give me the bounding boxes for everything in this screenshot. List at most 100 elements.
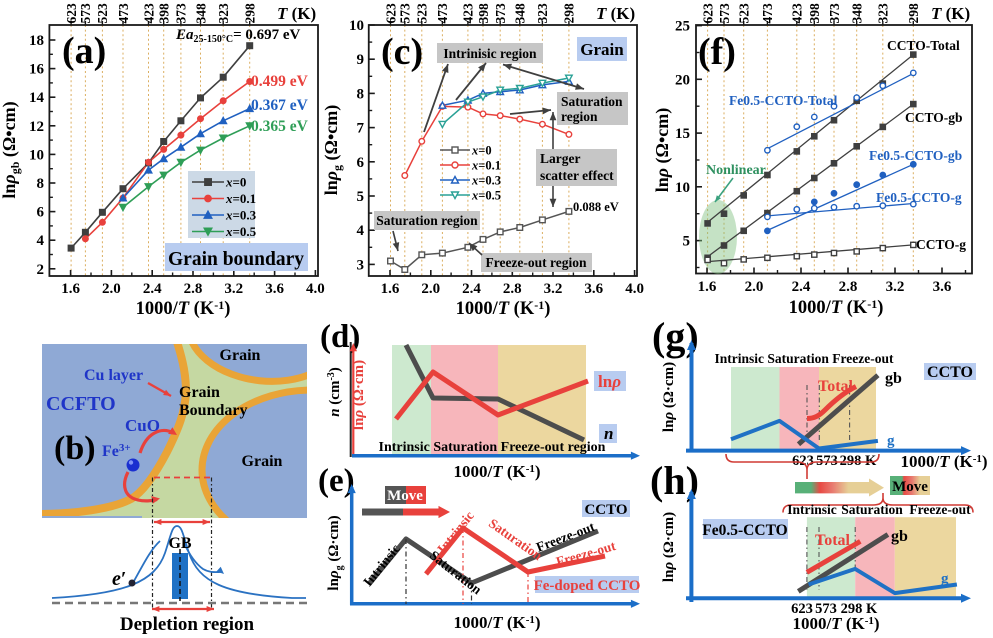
svg-text:Fe0.5-CCTO-g: Fe0.5-CCTO-g	[876, 190, 962, 205]
svg-text:423: 423	[461, 3, 476, 24]
svg-text:Grain: Grain	[242, 453, 283, 470]
svg-text:473: 473	[116, 3, 131, 24]
svg-text:CCTO: CCTO	[927, 364, 973, 381]
svg-text:1000/T (K-1): 1000/T (K-1)	[453, 462, 540, 481]
svg-text:region: region	[561, 109, 598, 124]
svg-text:4.0: 4.0	[625, 281, 644, 297]
svg-text:Fe-doped CCTO: Fe-doped CCTO	[534, 578, 641, 594]
svg-text:Grain boundary: Grain boundary	[168, 249, 304, 270]
svg-text:0.088 eV: 0.088 eV	[573, 200, 619, 214]
svg-text:T (K): T (K)	[277, 4, 316, 23]
svg-text:Grain: Grain	[220, 347, 261, 364]
svg-text:lnρg (Ω•cm): lnρg (Ω•cm)	[321, 105, 344, 195]
svg-text:Intrinsic Saturation Freeze-ou: Intrinsic Saturation Freeze-out region	[379, 440, 606, 455]
svg-text:573: 573	[717, 3, 732, 24]
svg-text:8: 8	[37, 176, 45, 192]
svg-text:0.499 eV: 0.499 eV	[251, 73, 309, 90]
svg-text:2.8: 2.8	[184, 281, 203, 297]
svg-text:Total: Total	[815, 532, 851, 549]
svg-text:3.2: 3.2	[886, 279, 905, 295]
svg-text:x=0.1: x=0.1	[225, 191, 256, 206]
svg-text:298 K: 298 K	[840, 453, 877, 469]
svg-text:Saturation region: Saturation region	[376, 213, 478, 228]
svg-text:Freeze-out region: Freeze-out region	[485, 255, 587, 270]
svg-text:15: 15	[675, 126, 690, 142]
svg-text:298 K: 298 K	[841, 601, 878, 617]
svg-text:lnρ: lnρ	[598, 372, 621, 391]
svg-text:4.0: 4.0	[306, 281, 325, 297]
svg-text:423: 423	[141, 3, 156, 24]
svg-text:523: 523	[95, 3, 110, 24]
svg-text:398: 398	[807, 3, 822, 24]
svg-text:6: 6	[357, 155, 365, 171]
svg-text:623: 623	[792, 453, 814, 469]
svg-text:lnρg (Ω·cm): lnρg (Ω·cm)	[326, 515, 345, 590]
svg-text:scatter effect: scatter effect	[540, 168, 614, 183]
svg-text:CCTO-g: CCTO-g	[916, 237, 966, 252]
svg-text:Move: Move	[387, 488, 423, 504]
svg-text:(e): (e)	[318, 463, 355, 499]
svg-text:Saturation: Saturation	[561, 94, 623, 109]
svg-text:298: 298	[906, 3, 921, 24]
svg-text:398: 398	[476, 3, 491, 24]
svg-text:(c): (c)	[381, 31, 423, 73]
svg-text:348: 348	[849, 3, 864, 24]
svg-text:4: 4	[37, 233, 45, 249]
svg-text:Fe0.5-CCTO-Total: Fe0.5-CCTO-Total	[729, 93, 838, 108]
svg-text:623: 623	[64, 3, 79, 24]
svg-text:Boundary: Boundary	[179, 402, 247, 419]
svg-text:2.8: 2.8	[503, 281, 522, 297]
svg-text:423: 423	[790, 3, 805, 24]
svg-text:323: 323	[216, 3, 231, 24]
svg-text:2.4: 2.4	[143, 281, 162, 297]
svg-text:Fe0.5-CCTO: Fe0.5-CCTO	[702, 522, 787, 539]
svg-text:623: 623	[791, 601, 813, 617]
svg-text:Intrinsic Saturation Freeze-ou: Intrinsic Saturation Freeze-out	[715, 351, 894, 366]
svg-text:373: 373	[827, 3, 842, 24]
svg-text:x=0.1: x=0.1	[471, 159, 501, 173]
svg-text:573: 573	[816, 453, 838, 469]
svg-text:T (K): T (K)	[596, 4, 635, 23]
svg-text:lnρgb (Ω•cm): lnρgb (Ω•cm)	[0, 101, 22, 198]
svg-text:gb: gb	[891, 528, 908, 545]
svg-text:CCFTO: CCFTO	[46, 393, 116, 415]
svg-text:lnρ (Ω·cm): lnρ (Ω·cm)	[351, 360, 367, 430]
svg-text:12: 12	[29, 119, 44, 135]
svg-text:CCTO-gb: CCTO-gb	[905, 110, 963, 125]
svg-text:Move: Move	[892, 479, 928, 495]
svg-text:1.6: 1.6	[61, 281, 80, 297]
svg-text:x=0.5: x=0.5	[471, 189, 501, 203]
svg-text:3.6: 3.6	[265, 281, 284, 297]
svg-text:373: 373	[174, 3, 189, 24]
svg-text:Total: Total	[818, 378, 854, 395]
svg-text:10: 10	[675, 180, 690, 196]
svg-text:2.0: 2.0	[421, 281, 440, 297]
svg-text:Grain: Grain	[179, 384, 220, 401]
svg-text:1000/T (K-1): 1000/T (K-1)	[136, 298, 231, 319]
svg-text:1.6: 1.6	[698, 279, 717, 295]
svg-text:(a): (a)	[62, 30, 106, 72]
svg-text:x=0.3: x=0.3	[225, 208, 257, 223]
svg-text:8: 8	[357, 86, 365, 102]
svg-text:lnρ (Ω•cm): lnρ (Ω•cm)	[652, 108, 673, 192]
svg-text:Grain: Grain	[580, 40, 624, 59]
svg-text:2.0: 2.0	[102, 281, 121, 297]
svg-text:348: 348	[513, 3, 528, 24]
svg-text:Fe0.5-CCTO-gb: Fe0.5-CCTO-gb	[869, 148, 962, 163]
svg-text:323: 323	[876, 3, 891, 24]
svg-text:20: 20	[675, 72, 690, 88]
svg-text:g: g	[941, 571, 949, 587]
svg-text:10: 10	[29, 147, 44, 163]
svg-text:298: 298	[243, 3, 258, 24]
svg-text:Cu layer: Cu layer	[84, 367, 143, 384]
svg-text:10: 10	[349, 18, 364, 34]
svg-text:5: 5	[357, 189, 365, 205]
svg-text:573: 573	[78, 3, 93, 24]
svg-text:3.2: 3.2	[544, 281, 563, 297]
svg-text:4: 4	[357, 223, 365, 239]
svg-text:3.6: 3.6	[584, 281, 603, 297]
svg-text:x=0.3: x=0.3	[471, 174, 501, 188]
svg-text:523: 523	[736, 3, 751, 24]
svg-text:623: 623	[700, 3, 715, 24]
svg-text:Nonlinear: Nonlinear	[706, 163, 766, 178]
